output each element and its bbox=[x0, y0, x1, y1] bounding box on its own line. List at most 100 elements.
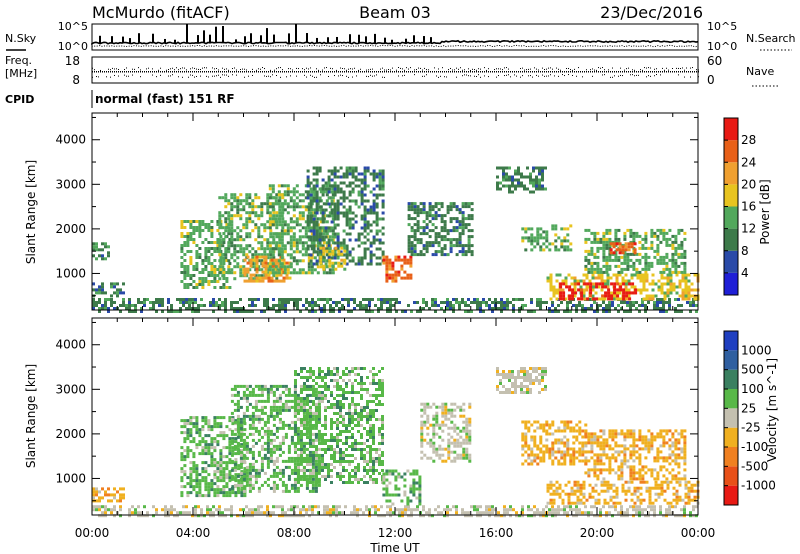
heatmap-cell bbox=[289, 253, 293, 257]
heatmap-cell bbox=[398, 514, 401, 518]
heatmap-cell bbox=[514, 172, 517, 176]
heatmap-cell bbox=[158, 304, 161, 307]
heatmap-cell bbox=[585, 285, 589, 289]
heatmap-cell bbox=[222, 268, 226, 271]
heatmap-cell bbox=[360, 196, 364, 200]
heatmap-cell bbox=[363, 253, 367, 257]
heatmap-cell bbox=[394, 279, 398, 283]
heatmap-cell bbox=[611, 252, 615, 256]
heatmap-cell bbox=[345, 253, 349, 257]
heatmap-cell bbox=[348, 199, 352, 203]
heatmap-cell bbox=[638, 310, 641, 313]
heatmap-cell bbox=[530, 227, 534, 231]
heatmap-cell bbox=[683, 264, 687, 268]
heatmap-cell bbox=[152, 301, 155, 304]
heatmap-cell bbox=[255, 261, 259, 265]
heatmap-cell bbox=[236, 211, 240, 215]
heatmap-cell bbox=[539, 307, 542, 310]
freq-dot bbox=[548, 71, 549, 73]
nave-dot bbox=[654, 75, 655, 77]
nave-dot bbox=[542, 67, 543, 69]
heatmap-cell bbox=[251, 229, 255, 233]
heatmap-cell bbox=[194, 514, 197, 518]
heatmap-cell bbox=[339, 202, 343, 206]
nave-dot bbox=[180, 68, 181, 70]
heatmap-cell bbox=[183, 485, 187, 489]
heatmap-cell bbox=[665, 231, 669, 235]
heatmap-cell bbox=[195, 283, 199, 286]
heatmap-cell bbox=[323, 304, 326, 307]
heatmap-cell bbox=[318, 238, 322, 242]
heatmap-cell bbox=[327, 241, 331, 245]
heatmap-cell bbox=[648, 294, 652, 298]
heatmap-cell bbox=[617, 255, 621, 259]
nave-dot bbox=[638, 74, 639, 76]
heatmap-cell bbox=[264, 273, 268, 277]
heatmap-cell bbox=[272, 298, 275, 301]
heatmap-cell bbox=[545, 245, 549, 249]
freq-dot bbox=[632, 71, 633, 73]
heatmap-cell bbox=[669, 282, 673, 286]
heatmap-cell bbox=[629, 252, 633, 256]
heatmap-cell bbox=[434, 205, 438, 209]
nave-dot bbox=[534, 67, 535, 69]
heatmap-cell bbox=[532, 184, 535, 188]
heatmap-cell bbox=[242, 417, 246, 421]
heatmap-cell bbox=[413, 508, 416, 512]
heatmap-cell bbox=[449, 238, 453, 242]
heatmap-cell bbox=[201, 461, 205, 465]
heatmap-cell bbox=[381, 217, 385, 221]
freq-dot bbox=[518, 71, 519, 73]
heatmap-cell bbox=[632, 252, 636, 256]
heatmap-cell bbox=[634, 291, 638, 295]
freq-dot bbox=[344, 71, 345, 73]
heatmap-cell bbox=[342, 196, 346, 200]
freq-dot bbox=[98, 71, 99, 73]
heatmap-cell bbox=[233, 408, 237, 412]
heatmap-cell bbox=[668, 301, 671, 304]
nave-dot bbox=[356, 75, 357, 77]
heatmap-cell bbox=[532, 178, 535, 182]
heatmap-cell bbox=[230, 459, 234, 463]
nave-dot bbox=[444, 76, 445, 78]
heatmap-cell bbox=[302, 505, 305, 509]
heatmap-cell bbox=[245, 211, 249, 215]
heatmap-cell bbox=[234, 440, 238, 444]
heatmap-cell bbox=[339, 196, 343, 200]
freq-dot bbox=[672, 71, 673, 73]
nave-dot bbox=[496, 76, 497, 78]
heatmap-cell bbox=[345, 247, 349, 251]
heatmap-cell bbox=[240, 476, 244, 480]
heatmap-cell bbox=[533, 239, 537, 243]
heatmap-cell bbox=[458, 241, 462, 245]
freq-dot bbox=[434, 71, 435, 73]
heatmap-cell bbox=[437, 511, 440, 515]
heatmap-cell bbox=[278, 208, 282, 212]
freq-dot bbox=[134, 71, 135, 73]
heatmap-cell bbox=[375, 232, 379, 236]
heatmap-cell bbox=[224, 247, 228, 251]
heatmap-cell bbox=[541, 184, 544, 188]
heatmap-cell bbox=[227, 217, 231, 221]
heatmap-cell bbox=[233, 244, 237, 248]
nave-dot bbox=[476, 69, 477, 71]
heatmap-cell bbox=[327, 178, 331, 182]
heatmap-cell bbox=[497, 514, 500, 518]
nave-dot bbox=[160, 67, 161, 69]
heatmap-cell bbox=[395, 301, 398, 304]
heatmap-cell bbox=[617, 310, 620, 313]
heatmap-cell bbox=[530, 508, 533, 512]
heatmap-cell bbox=[348, 226, 352, 230]
heatmap-cell bbox=[239, 423, 243, 427]
heatmap-cell bbox=[318, 250, 322, 254]
heatmap-cell bbox=[222, 241, 226, 244]
heatmap-cell bbox=[630, 245, 634, 249]
heatmap-cell bbox=[315, 208, 319, 212]
heatmap-cell bbox=[245, 244, 249, 248]
heatmap-cell bbox=[315, 232, 319, 236]
heatmap-cell bbox=[183, 455, 187, 459]
heatmap-cell bbox=[268, 214, 272, 218]
heatmap-cell bbox=[180, 419, 184, 423]
heatmap-cell bbox=[638, 258, 642, 262]
heatmap-cell bbox=[107, 508, 110, 512]
